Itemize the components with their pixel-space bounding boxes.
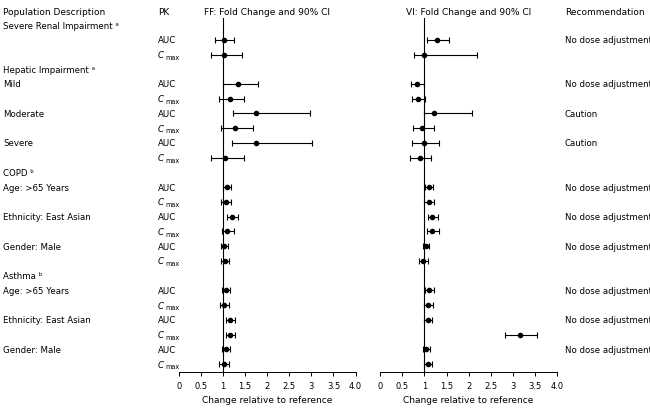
Text: Caution: Caution xyxy=(565,110,598,119)
Text: max: max xyxy=(166,55,180,60)
Text: C: C xyxy=(158,124,164,133)
Text: Gender: Male: Gender: Male xyxy=(3,345,61,354)
Text: Age: >65 Years: Age: >65 Years xyxy=(3,286,70,295)
Text: No dose adjustment: No dose adjustment xyxy=(565,36,650,45)
Text: Recommendation: Recommendation xyxy=(565,7,645,17)
Text: C: C xyxy=(158,198,164,207)
Text: max: max xyxy=(166,99,180,104)
Text: FF: Fold Change and 90% CI: FF: Fold Change and 90% CI xyxy=(204,7,330,17)
Text: C: C xyxy=(158,51,164,60)
Text: AUC: AUC xyxy=(158,316,176,325)
Text: max: max xyxy=(166,128,180,134)
Text: C: C xyxy=(158,330,164,339)
Text: max: max xyxy=(166,304,180,311)
Text: AUC: AUC xyxy=(158,286,176,295)
Text: AUC: AUC xyxy=(158,213,176,222)
Text: max: max xyxy=(166,261,180,266)
Text: Population Description: Population Description xyxy=(3,7,105,17)
Text: AUC: AUC xyxy=(158,80,176,89)
Text: AUC: AUC xyxy=(158,345,176,354)
Text: Ethnicity: East Asian: Ethnicity: East Asian xyxy=(3,316,91,325)
Text: Severe Renal Impairment ᵃ: Severe Renal Impairment ᵃ xyxy=(3,21,119,31)
Text: C: C xyxy=(158,360,164,369)
Text: C: C xyxy=(158,228,164,236)
Text: COPD ᵇ: COPD ᵇ xyxy=(3,169,34,178)
Text: C: C xyxy=(158,154,164,163)
Text: No dose adjustment: No dose adjustment xyxy=(565,316,650,325)
Text: Severe: Severe xyxy=(3,139,33,148)
Text: PK: PK xyxy=(158,7,169,17)
X-axis label: Change relative to reference: Change relative to reference xyxy=(404,395,534,404)
Text: Caution: Caution xyxy=(565,139,598,148)
Text: AUC: AUC xyxy=(158,183,176,192)
Text: No dose adjustment: No dose adjustment xyxy=(565,213,650,222)
Text: max: max xyxy=(166,363,180,369)
Text: AUC: AUC xyxy=(158,36,176,45)
Text: No dose adjustment: No dose adjustment xyxy=(565,80,650,89)
Text: No dose adjustment: No dose adjustment xyxy=(565,345,650,354)
Text: Ethnicity: East Asian: Ethnicity: East Asian xyxy=(3,213,91,222)
Text: AUC: AUC xyxy=(158,110,176,119)
Text: VI: Fold Change and 90% CI: VI: Fold Change and 90% CI xyxy=(406,7,531,17)
Text: No dose adjustment: No dose adjustment xyxy=(565,286,650,295)
Text: Gender: Male: Gender: Male xyxy=(3,242,61,251)
Text: Moderate: Moderate xyxy=(3,110,44,119)
Text: C: C xyxy=(158,301,164,310)
X-axis label: Change relative to reference: Change relative to reference xyxy=(202,395,332,404)
Text: No dose adjustment: No dose adjustment xyxy=(565,183,650,192)
Text: Hepatic Impairment ᵃ: Hepatic Impairment ᵃ xyxy=(3,66,96,75)
Text: max: max xyxy=(166,157,180,164)
Text: Asthma ᵇ: Asthma ᵇ xyxy=(3,272,42,280)
Text: AUC: AUC xyxy=(158,139,176,148)
Text: C: C xyxy=(158,95,164,104)
Text: Age: >65 Years: Age: >65 Years xyxy=(3,183,70,192)
Text: C: C xyxy=(158,257,164,266)
Text: max: max xyxy=(166,231,180,237)
Text: AUC: AUC xyxy=(158,242,176,251)
Text: max: max xyxy=(166,334,180,340)
Text: No dose adjustment: No dose adjustment xyxy=(565,242,650,251)
Text: max: max xyxy=(166,202,180,208)
Text: Mild: Mild xyxy=(3,80,21,89)
